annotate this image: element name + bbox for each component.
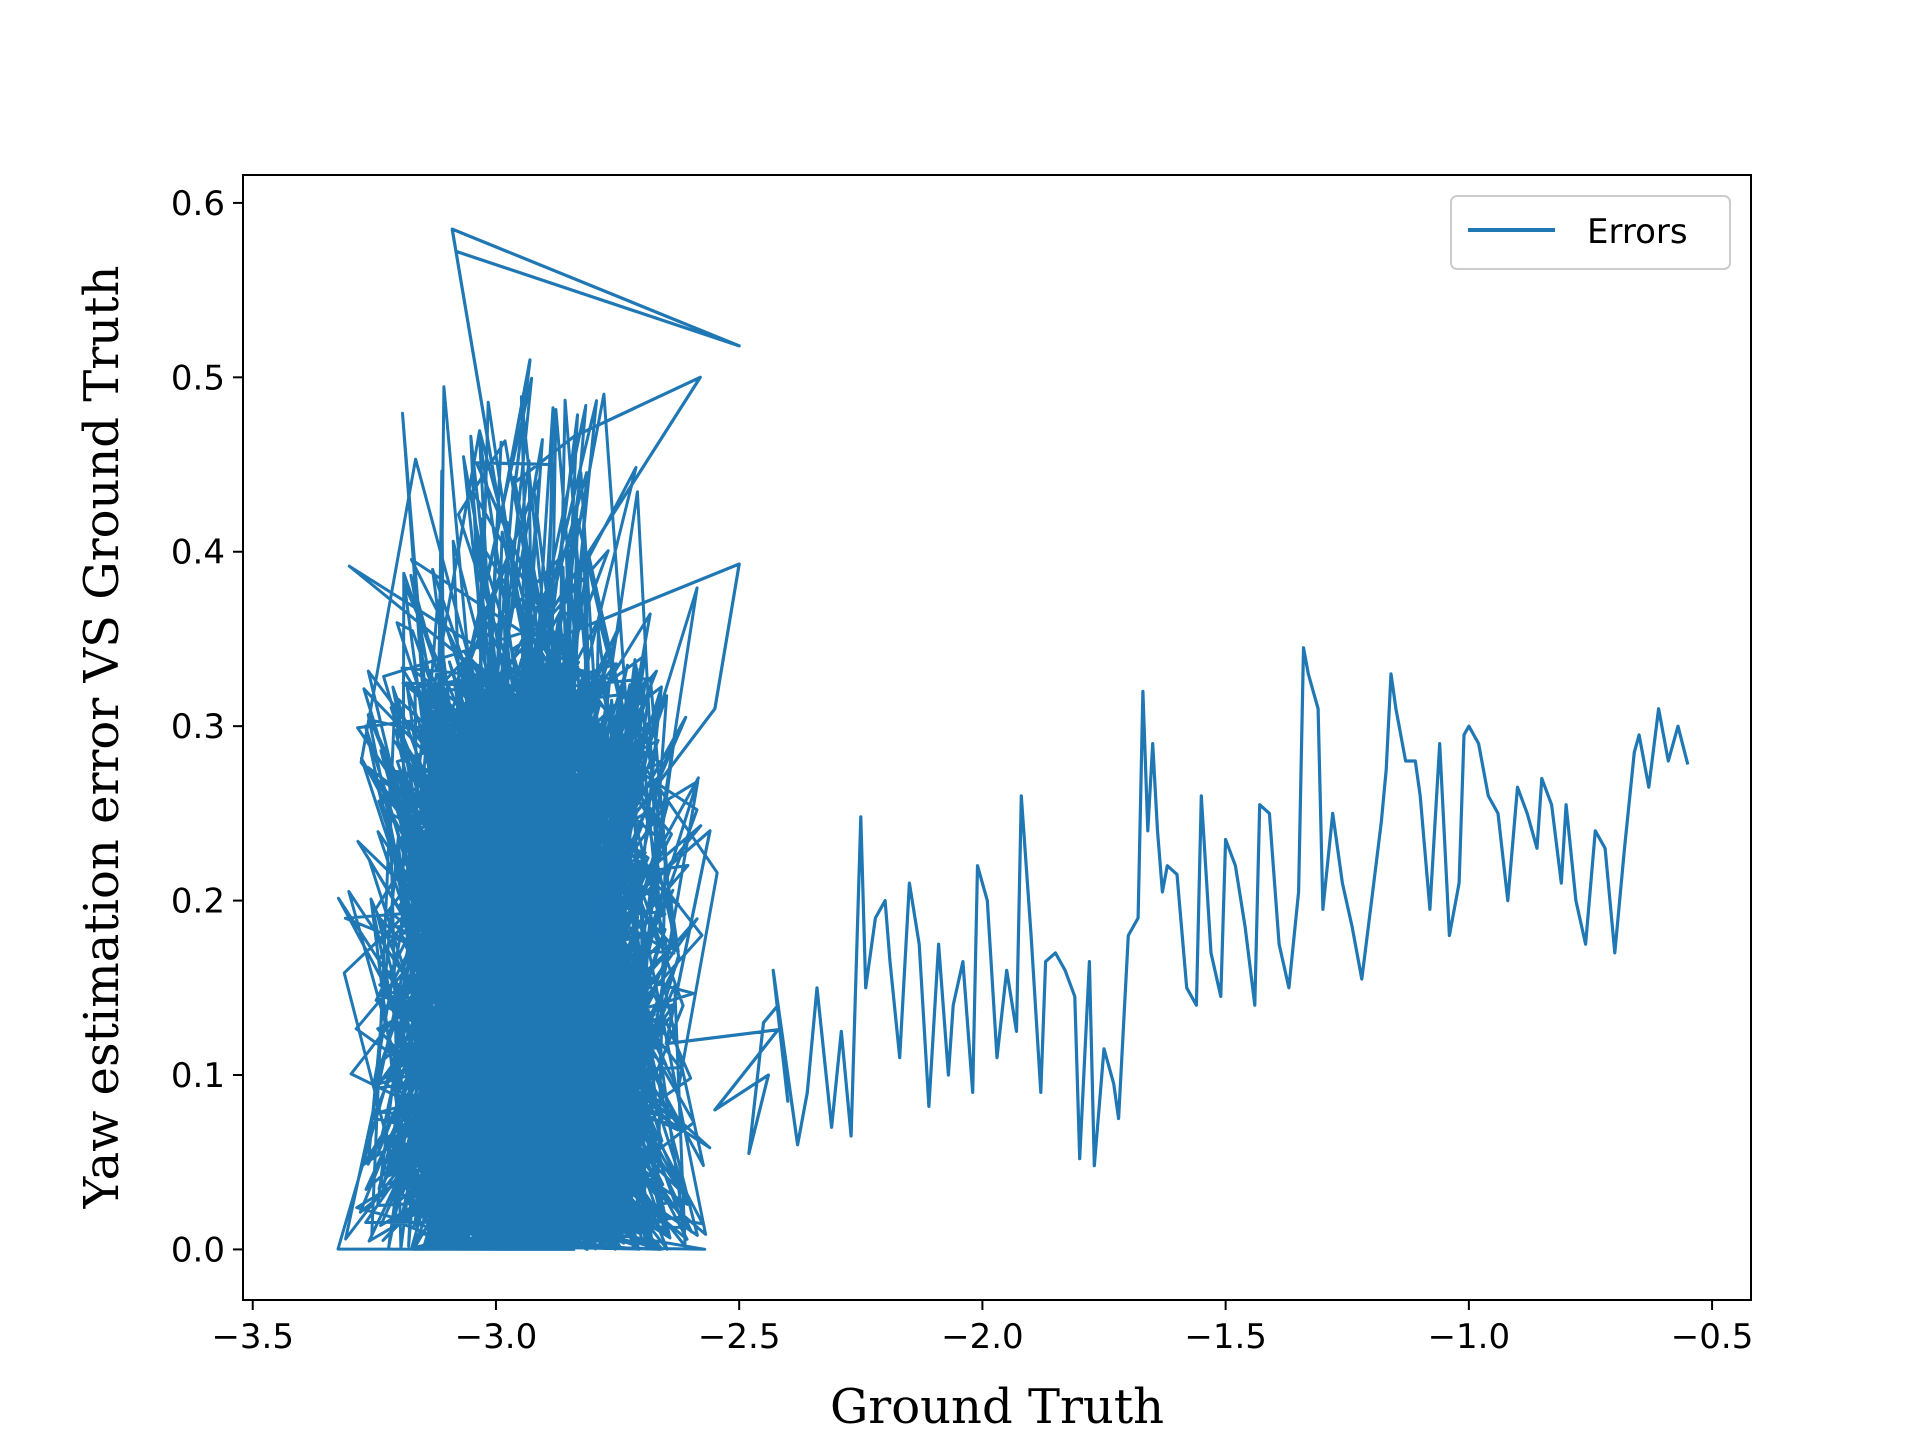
x-tick-label: −3.0 [455, 1317, 538, 1357]
y-tick-label: 0.3 [171, 707, 225, 747]
y-axis-title: Yaw estimation error VS Ground Truth [74, 266, 130, 1210]
dense-cluster-line [336, 376, 719, 1251]
series-line-errors [450, 227, 1690, 1168]
series-errors [450, 227, 1690, 1168]
legend-box [1450, 195, 1731, 270]
x-tick-label: −0.5 [1671, 1317, 1754, 1357]
plot-frame [242, 174, 1752, 1301]
legend: Errors [1450, 195, 1731, 270]
x-axis: −3.5 −3.0 −2.5 −2.0 −1.5 −1.0 −0.5 [211, 1300, 1753, 1357]
x-tick-label: −2.5 [698, 1317, 781, 1357]
y-axis: 0.0 0.1 0.2 0.3 0.4 0.5 0.6 [171, 184, 243, 1270]
y-tick-label: 0.1 [171, 1056, 225, 1096]
x-tick-label: −1.5 [1184, 1317, 1267, 1357]
y-tick-label: 0.4 [171, 533, 225, 573]
y-tick-label: 0.2 [171, 882, 225, 922]
y-tick-label: 0.5 [171, 358, 225, 398]
plot-area [242, 174, 1752, 1301]
y-tick-label: 0.0 [171, 1230, 225, 1270]
x-tick-label: −3.5 [211, 1317, 294, 1357]
x-tick-label: −2.0 [941, 1317, 1024, 1357]
x-tick-label: −1.0 [1428, 1317, 1511, 1357]
x-axis-title: Ground Truth [830, 1379, 1164, 1435]
legend-label-errors: Errors [1587, 212, 1688, 252]
dense-cluster [336, 376, 719, 1251]
y-tick-label: 0.6 [171, 184, 225, 224]
